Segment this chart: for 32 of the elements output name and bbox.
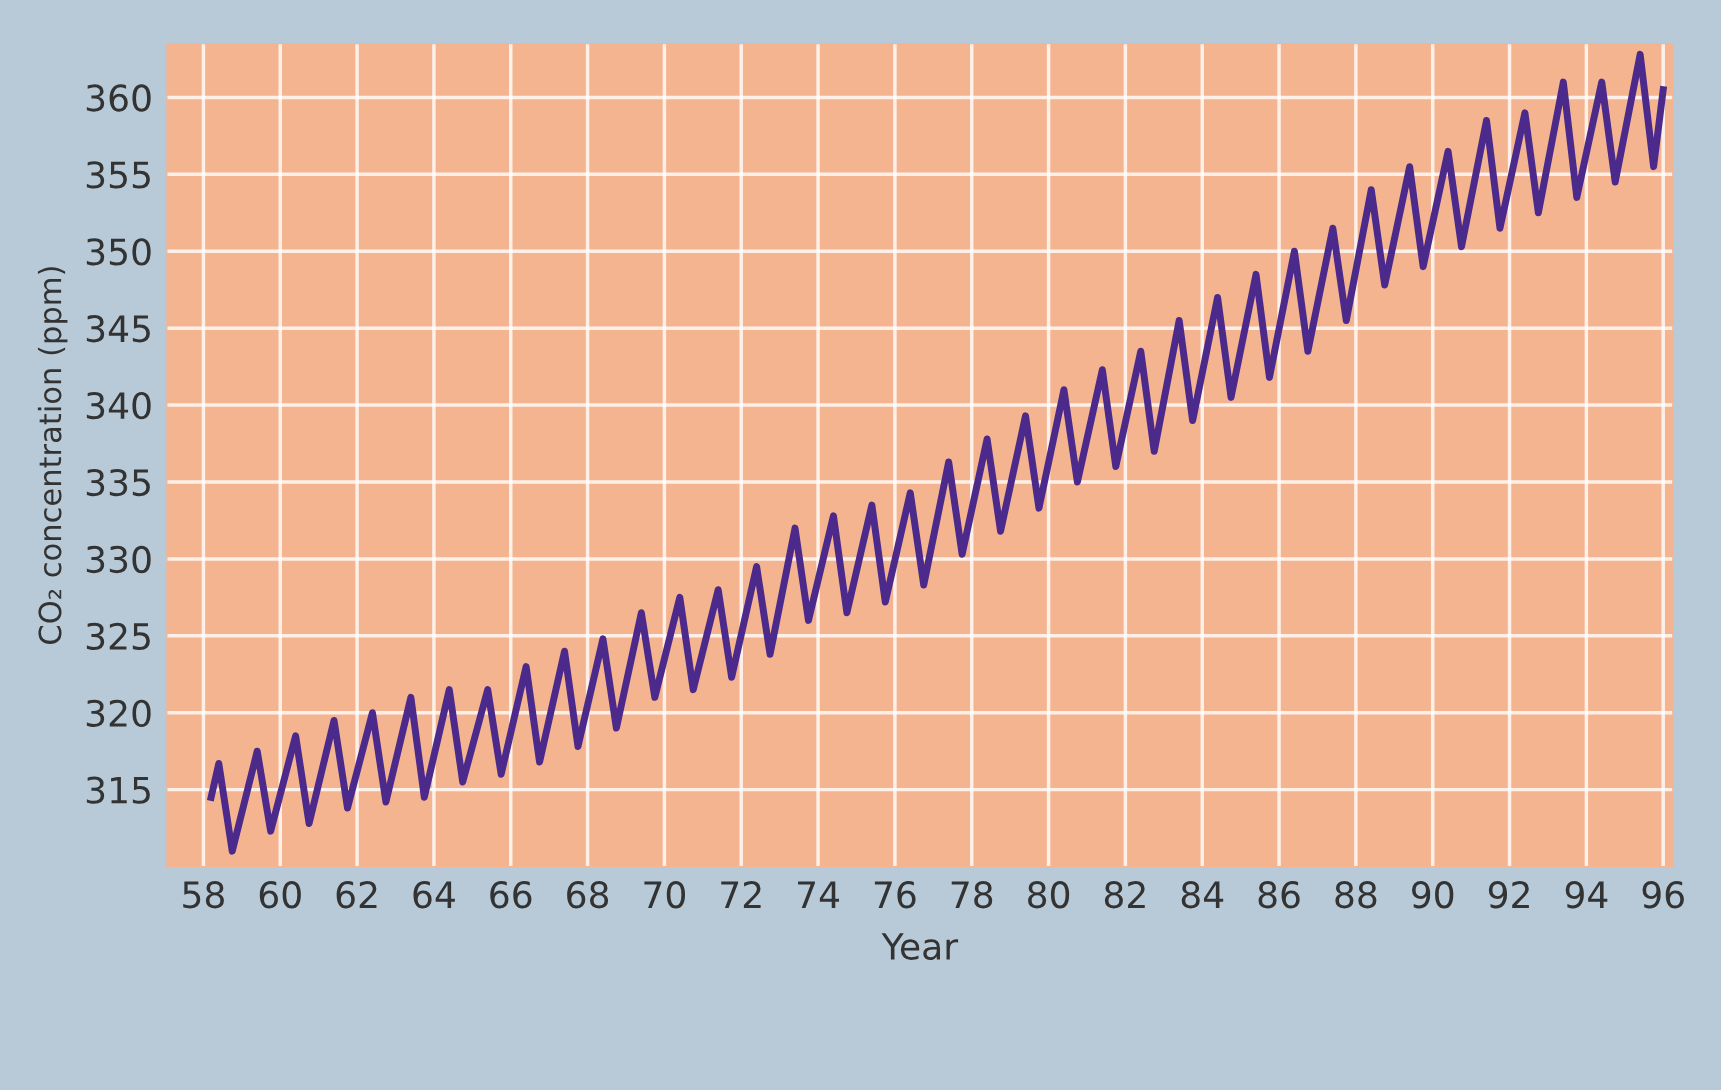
x-tick-label: 86 [1258,881,1300,909]
x-tick-label: 64 [413,881,455,909]
y-tick-label: 320 [86,699,151,727]
x-tick-label: 88 [1335,881,1377,909]
x-tick-label: 96 [1642,881,1684,909]
y-tick-label: 325 [86,622,150,651]
x-tick-label: 70 [644,881,685,909]
x-tick-label: 66 [490,881,532,909]
y-tick-label: 345 [86,315,150,343]
x-tick-label: 78 [951,881,993,909]
x-tick-label: 84 [1181,881,1224,909]
x-tick-label: 90 [1412,881,1454,909]
x-tick-label: 80 [1028,881,1070,909]
y-axis-title: CO₂ concentration (ppm) [37,267,68,644]
y-tick-label: 360 [86,84,151,112]
x-tick-label: 92 [1488,881,1529,909]
y-tick-label: 350 [86,238,151,266]
y-tick-label: 315 [86,776,150,804]
x-axis-title: Year [881,933,959,961]
y-tick-label: 335 [86,468,150,497]
y-tick-label: 330 [86,545,151,574]
x-tick-label: 94 [1565,881,1608,909]
x-tick-label: 58 [183,881,224,909]
x-tick-label: 60 [259,881,301,909]
x-tick-label: 68 [567,881,609,909]
y-tick-label: 340 [86,392,151,420]
y-tick-label: 355 [86,161,150,189]
x-tick-label: 82 [1104,881,1145,909]
x-tick-label: 62 [336,881,377,909]
x-tick-label: 76 [874,881,916,909]
x-tick-label: 72 [721,881,761,908]
x-tick-label: 74 [798,881,840,908]
